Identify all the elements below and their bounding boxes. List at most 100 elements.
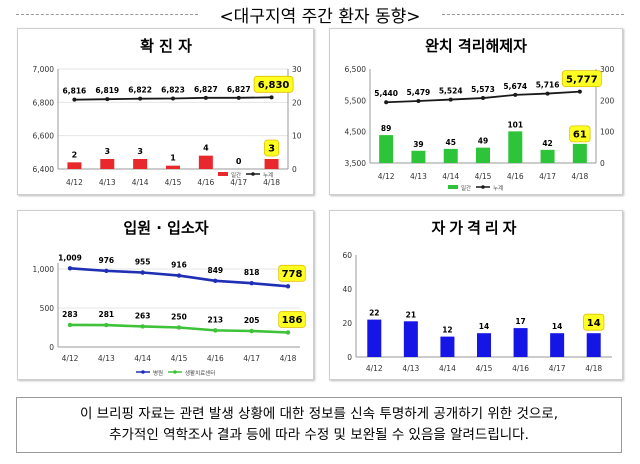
bar-data-label: 2 xyxy=(72,150,78,159)
x-tick-label: 4/17 xyxy=(230,178,247,187)
y2-tick-label: 0 xyxy=(292,165,297,174)
legend-swatch xyxy=(448,185,458,189)
x-tick-label: 4/16 xyxy=(507,172,524,181)
chart-title: 완치 격리해제자 xyxy=(425,37,527,55)
line-data-label: 5,716 xyxy=(536,81,560,90)
chart-title: 자가격리자 xyxy=(431,219,520,237)
y-tick-label: 4,500 xyxy=(345,128,367,137)
y-tick-label: 7,000 xyxy=(33,65,55,74)
y-tick-label: 40 xyxy=(342,285,352,294)
x-tick-label: 4/15 xyxy=(171,354,188,363)
title-rule-right xyxy=(442,14,624,15)
x-tick-label: 4/18 xyxy=(280,354,297,363)
y-tick-label: 6,400 xyxy=(33,165,55,174)
highlight-data-label: 14 xyxy=(587,318,601,329)
line-point xyxy=(176,325,182,330)
line-data-label: 6,827 xyxy=(194,85,218,94)
line-point xyxy=(203,95,208,100)
bar xyxy=(133,159,148,169)
bar-data-label: 0 xyxy=(236,157,242,166)
bar-data-label: 3 xyxy=(104,147,110,156)
bar xyxy=(411,150,426,163)
hospitalized-chart: 입원 · 입소자 0 500 1,000 4/12 4/13 4/14 4/15 4/16 4/1… xyxy=(33,219,306,377)
highlight-badge xyxy=(569,125,591,143)
legend-label: 생활치료센터 xyxy=(185,369,215,377)
legend-marker xyxy=(141,370,145,374)
bar xyxy=(166,165,180,169)
bar xyxy=(367,319,382,357)
line-data-label: 5,479 xyxy=(407,88,431,97)
line-point xyxy=(384,100,389,105)
x-tick-label: 4/14 xyxy=(132,178,149,187)
y-tick-label: 0 xyxy=(347,353,352,362)
line-point xyxy=(104,268,109,274)
bar xyxy=(540,149,555,163)
chart-title: 입원 · 입소자 xyxy=(123,219,208,237)
line-point xyxy=(140,324,145,329)
bar-data-label: 4 xyxy=(203,144,209,153)
recovered-chart-panel: 완치 격리해제자 3,500 4,500 5,500 6,500 0 100 200 300 4/… xyxy=(329,28,623,195)
bar-data-label: 14 xyxy=(479,322,489,331)
line-data-label: 5,674 xyxy=(503,82,527,91)
y2-tick-label: 20 xyxy=(292,98,302,107)
line-data-label: 6,822 xyxy=(128,86,152,95)
line-point xyxy=(140,270,145,275)
line-data-label: 5,573 xyxy=(471,85,495,94)
legend-label: 누계 xyxy=(493,184,503,192)
bar xyxy=(508,131,523,163)
legend-marker xyxy=(251,172,255,176)
highlight-data-label: 3 xyxy=(268,144,275,155)
bar xyxy=(550,333,565,357)
line-data-label: 5,524 xyxy=(439,87,463,96)
x-tick-label: 4/16 xyxy=(207,354,224,363)
bar-data-label: 14 xyxy=(552,322,562,331)
y-tick-label: 500 xyxy=(40,304,55,313)
notice-box: 이 브리핑 자료는 관련 발생 상황에 대한 정보를 신속 투명하게 공개하기 … xyxy=(16,397,622,453)
y-tick-label: 0 xyxy=(49,343,54,352)
line-point xyxy=(236,95,241,100)
legend-label: 일간 xyxy=(461,184,471,192)
bar-data-label: 22 xyxy=(369,309,379,318)
y2-tick-label: 10 xyxy=(292,132,302,141)
line-point xyxy=(577,89,582,94)
bar xyxy=(403,321,418,357)
legend-label: 일간 xyxy=(231,171,241,179)
legend-label: 병원 xyxy=(153,369,163,377)
y2-tick-label: 100 xyxy=(600,128,615,137)
legend-marker xyxy=(173,370,177,374)
recovered-chart: 완치 격리해제자 3,500 4,500 5,500 6,500 0 100 200 300 4/… xyxy=(345,37,615,192)
x-tick-label: 4/15 xyxy=(475,172,492,181)
bar xyxy=(477,333,491,357)
line-data-label: 6,823 xyxy=(161,86,185,95)
bar-data-label: 12 xyxy=(442,326,452,335)
bar xyxy=(443,148,458,163)
line-point xyxy=(138,96,143,101)
y2-tick-label: 30 xyxy=(292,65,302,74)
bar-data-label: 45 xyxy=(445,138,455,147)
line-point xyxy=(249,280,254,286)
line-point xyxy=(545,91,550,96)
bar-data-label: 3 xyxy=(137,147,143,156)
highlight-data-label: 6,830 xyxy=(258,80,290,91)
line-point xyxy=(105,97,110,102)
line-data-label: 916 xyxy=(171,261,187,270)
x-tick-label: 4/18 xyxy=(571,172,588,181)
confirmed-cases-chart-panel: 확 진 자 6,400 6,600 6,800 7,000 0 10 20 30 4/12 4/13… xyxy=(17,28,314,195)
x-tick-label: 4/12 xyxy=(366,364,383,373)
y-tick-label: 3,500 xyxy=(345,159,367,168)
line-point xyxy=(448,97,453,102)
line-data-label: 250 xyxy=(171,313,187,322)
bar xyxy=(100,159,115,169)
line-point xyxy=(176,273,182,278)
line-point xyxy=(249,328,254,334)
line-data-label: 849 xyxy=(208,266,224,275)
line-point xyxy=(72,97,77,102)
y-tick-label: 20 xyxy=(342,319,352,328)
y-tick-label: 5,500 xyxy=(345,96,367,105)
bar xyxy=(440,336,455,357)
x-tick-label: 4/18 xyxy=(585,364,602,373)
line-data-label: 263 xyxy=(135,311,151,320)
bar xyxy=(586,333,601,357)
page-title: <대구지역 주간 환자 동향> xyxy=(219,7,421,27)
bar xyxy=(379,135,394,163)
